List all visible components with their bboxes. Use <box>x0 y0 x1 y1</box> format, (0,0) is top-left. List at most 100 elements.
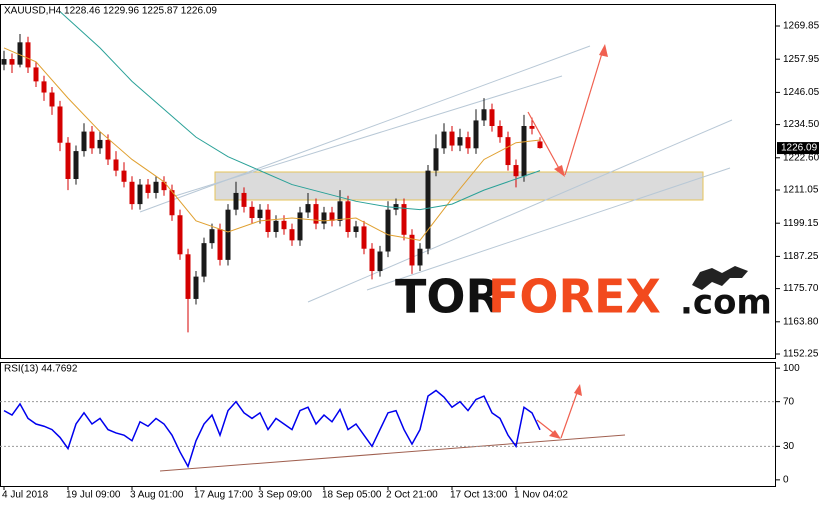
y-tick-label: 100 <box>783 363 800 374</box>
candle-body <box>105 139 111 160</box>
arrow-head <box>599 44 608 57</box>
candle-body <box>385 209 391 252</box>
x-tick-label: 17 Oct 13:00 <box>450 490 508 501</box>
x-tick-label: 18 Sep 05:00 <box>322 490 382 501</box>
candle-body <box>289 229 295 241</box>
channel-line <box>307 119 733 303</box>
candle-body <box>281 220 287 230</box>
y-tick-label: 1234.50 <box>783 119 819 130</box>
arrow <box>560 389 579 439</box>
rsi-title: RSI(13) 44.7692 <box>4 364 78 375</box>
chart-title: XAUUSD,H4 1228.46 1229.96 1225.87 1226.0… <box>4 6 217 17</box>
x-tick-label: 3 Aug 01:00 <box>130 490 184 501</box>
rsi-line <box>3 389 541 469</box>
candle-body <box>449 131 455 146</box>
y-tick-label: 1175.70 <box>783 283 819 294</box>
candle-body <box>521 125 527 177</box>
candle-body <box>537 141 543 149</box>
candle-body <box>369 248 375 272</box>
x-tick-label: 17 Aug 17:00 <box>194 490 253 501</box>
candle-body <box>457 137 463 146</box>
candle-body <box>161 181 167 191</box>
arrow-head <box>554 165 565 177</box>
x-tick-label: 2 Oct 21:00 <box>386 490 438 501</box>
candle-body <box>177 215 183 255</box>
candle-body <box>33 67 39 82</box>
candle-body <box>417 248 423 266</box>
candle-body <box>465 137 471 149</box>
rsi-trend-line <box>159 434 626 472</box>
channel-line <box>174 75 563 197</box>
candle-body <box>209 229 215 244</box>
candle-body <box>529 125 535 129</box>
candle-body <box>129 181 135 205</box>
y-tick-label: 30 <box>783 441 795 452</box>
drawings-back <box>139 45 733 472</box>
forecast-arrows <box>527 44 608 439</box>
y-tick-label: 1246.05 <box>783 87 819 98</box>
candle-body <box>353 226 359 232</box>
price-label-bg <box>777 142 819 155</box>
y-tick-label: 1199.15 <box>783 218 819 229</box>
candle-body <box>433 148 439 171</box>
candle-body <box>505 137 511 166</box>
y-tick-label: 1163.80 <box>783 316 819 327</box>
candle-body <box>441 131 447 149</box>
candle-body <box>305 204 311 213</box>
candle-body <box>345 201 351 232</box>
arrow <box>527 111 562 173</box>
arrow-head <box>549 430 561 439</box>
candle-body <box>81 131 87 152</box>
candle-body <box>481 109 487 121</box>
candle-body <box>257 209 263 219</box>
candle-body <box>249 206 255 219</box>
candle-body <box>297 212 303 241</box>
candle-body <box>201 243 207 277</box>
candle-body <box>57 106 63 143</box>
candle-body <box>321 212 327 224</box>
x-tick-label: 3 Sep 09:00 <box>258 490 312 501</box>
candle-body <box>497 125 503 138</box>
candle-body <box>513 165 519 177</box>
candle-body <box>337 201 343 221</box>
candle-body <box>473 120 479 149</box>
watermark-part: .com <box>680 283 772 323</box>
candle-body <box>193 276 199 299</box>
candle-body <box>225 209 231 260</box>
candle-body <box>233 192 239 210</box>
y-tick-label: 1211.05 <box>783 185 819 196</box>
y-tick-label: 1152.25 <box>783 349 819 360</box>
candle-body <box>121 170 127 182</box>
candle-body <box>241 192 247 207</box>
y-tick-label: 70 <box>783 396 795 407</box>
candle-body <box>41 81 47 93</box>
y-tick-label: 1222.60 <box>783 152 819 163</box>
watermark-part: TOR <box>395 270 501 324</box>
candle-body <box>361 226 367 249</box>
candle-body <box>489 109 495 126</box>
moving-average <box>59 11 541 211</box>
candle-body <box>185 254 191 299</box>
x-tick-label: 4 Jul 2018 <box>2 490 49 501</box>
y-tick-label: 1269.85 <box>783 21 819 32</box>
candle-body <box>153 181 159 193</box>
rsi-panel <box>0 362 776 487</box>
candle-body <box>169 190 175 216</box>
last-price: 1226.09 <box>781 143 818 154</box>
candle-body <box>137 184 143 205</box>
watermark-part: FOREX <box>488 270 661 324</box>
watermark: TOR FOREX .com <box>395 266 772 324</box>
channel-line <box>139 45 591 213</box>
candle-body <box>73 151 79 179</box>
candle-body <box>393 204 399 210</box>
candle-body <box>377 251 383 272</box>
candle-body <box>17 42 23 65</box>
x-tick-label: 1 Nov 04:02 <box>514 490 568 501</box>
candle-body <box>97 139 103 149</box>
candle-body <box>113 159 119 171</box>
candle-body <box>217 229 223 260</box>
candle-body <box>65 142 71 179</box>
candle-body <box>425 170 431 249</box>
